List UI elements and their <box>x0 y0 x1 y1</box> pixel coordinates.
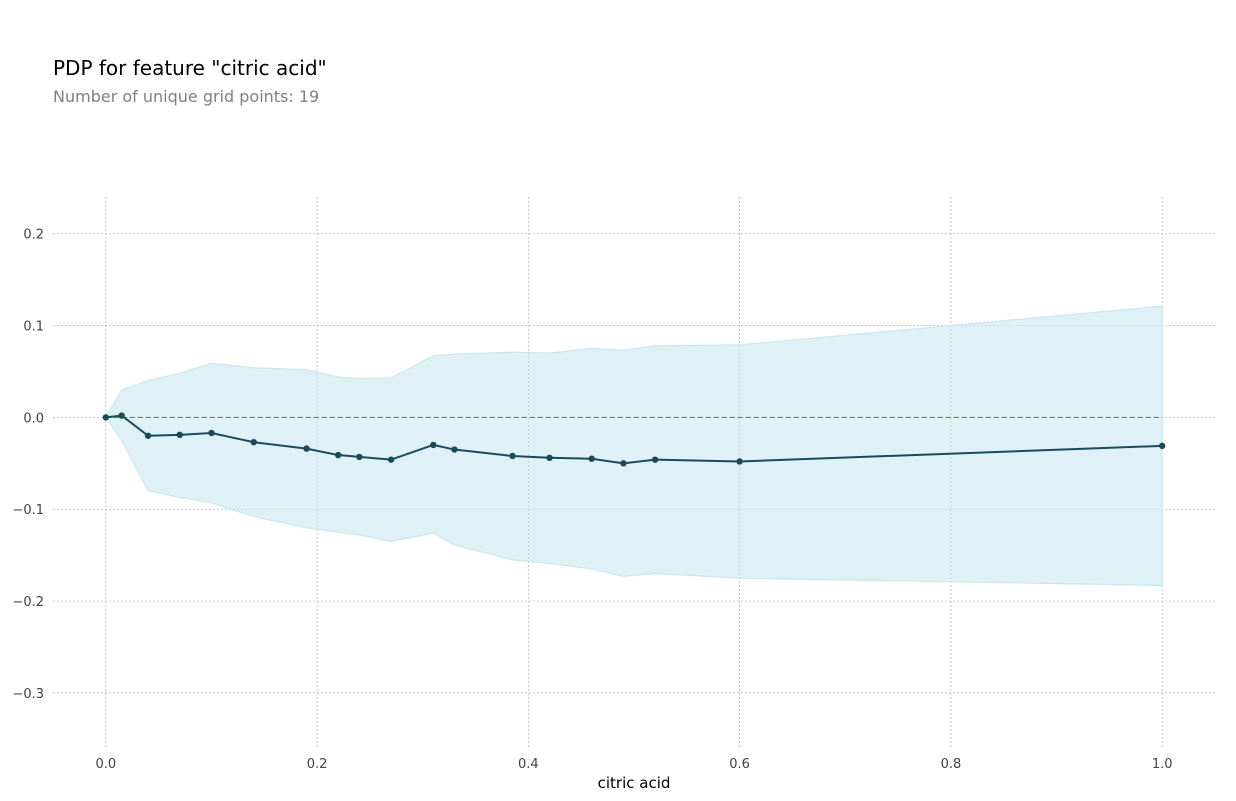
y-tick-label: 0.2 <box>23 228 44 243</box>
pdp-point <box>546 454 553 462</box>
pdp-point <box>208 429 215 437</box>
pdp-point <box>588 455 595 462</box>
pdp-point <box>651 456 659 463</box>
x-tick-label: 0.2 <box>307 757 328 772</box>
pdp-point <box>118 412 125 419</box>
pdp-point <box>620 460 627 467</box>
pdp-point <box>509 452 516 460</box>
confidence-band-layer <box>105 305 1163 587</box>
x-tick-label: 0.8 <box>941 757 962 772</box>
chart-title: PDP for feature "citric acid" <box>53 56 327 80</box>
pdp-point <box>356 453 363 461</box>
y-tick-label: 0.0 <box>23 411 44 426</box>
pdp-point <box>176 431 183 439</box>
pdp-marker-layer <box>102 412 1166 467</box>
x-tick-label: 0.0 <box>95 757 116 772</box>
chart-subtitle: Number of unique grid points: 19 <box>53 87 320 106</box>
pdp-point <box>430 441 437 449</box>
pdp-point <box>335 451 342 459</box>
y-tick-label: −0.3 <box>12 687 44 702</box>
pdp-point <box>144 432 152 439</box>
y-tick-label: −0.1 <box>12 503 44 518</box>
tick-label-layer: 0.0 0.2 0.4 0.6 0.8 1.0 0.2 0.1 0.0 −0.1 −0.2 −0.3 <box>12 228 1172 772</box>
x-tick-label: 0.4 <box>518 757 539 772</box>
pdp-point <box>303 445 310 452</box>
pdp-point <box>736 458 743 465</box>
x-tick-label: 1.0 <box>1152 757 1173 772</box>
pdp-point <box>387 456 395 463</box>
pdp-point <box>250 438 257 446</box>
x-axis-label: citric acid <box>598 774 671 792</box>
pdp-point <box>102 414 110 421</box>
y-tick-label: 0.1 <box>23 320 44 335</box>
x-tick-label: 0.6 <box>729 757 750 772</box>
pdp-point <box>1158 442 1166 450</box>
pdp-point <box>451 446 458 453</box>
confidence-band <box>105 305 1163 587</box>
y-tick-label: −0.2 <box>12 595 44 610</box>
